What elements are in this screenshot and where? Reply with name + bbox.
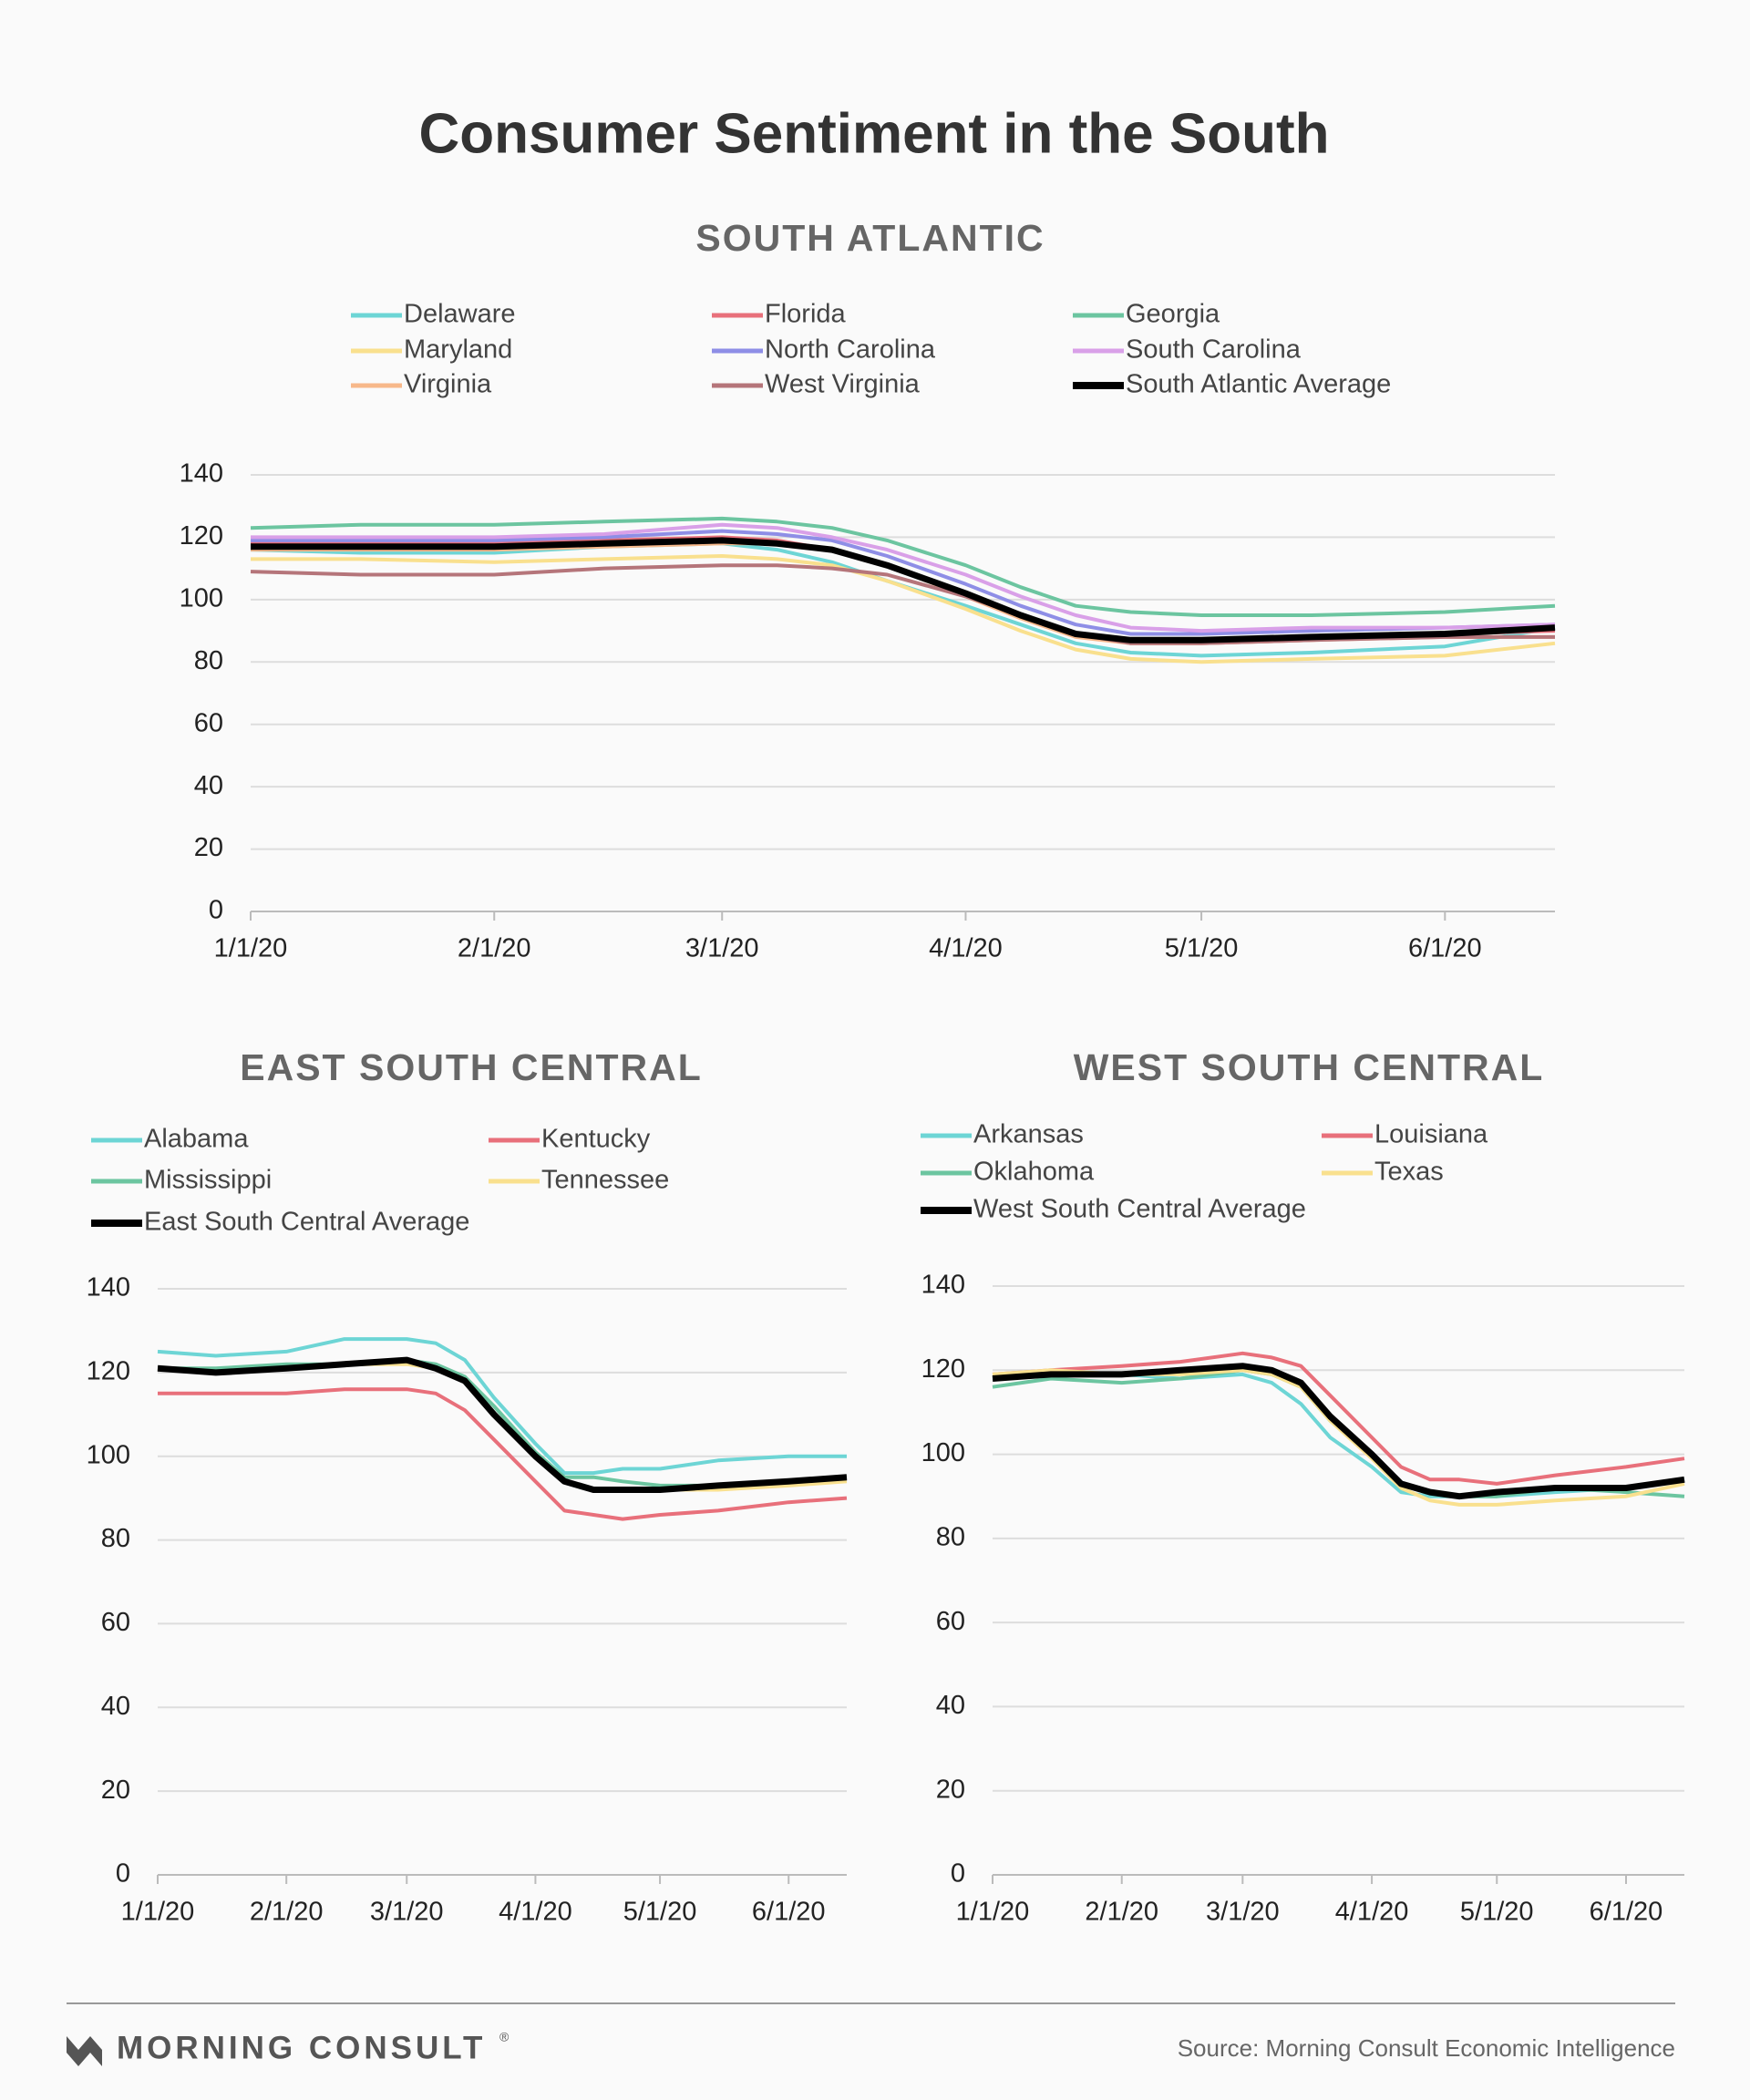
y-tick-label: 120 — [921, 1354, 965, 1384]
series-line — [250, 516, 1556, 617]
series-line — [251, 537, 1556, 643]
legend-label: Delaware — [404, 300, 516, 329]
brand-logo — [67, 2036, 102, 2066]
x-tick-label: 2/1/20 — [250, 1898, 324, 1927]
x-tick-label: 6/1/20 — [1590, 1898, 1663, 1927]
series-line — [251, 554, 1556, 664]
y-tick-label: 20 — [936, 1775, 965, 1804]
legend-label: Tennessee — [541, 1166, 669, 1195]
main-title: Consumer Sentiment in the South — [419, 102, 1330, 165]
legend-label: Louisiana — [1374, 1120, 1488, 1149]
x-tick-label: 3/1/20 — [370, 1898, 444, 1927]
x-tick-label: 3/1/20 — [685, 934, 759, 963]
legend-label: Mississippi — [144, 1166, 272, 1195]
y-tick-label: 140 — [87, 1273, 130, 1302]
legend-label: North Carolina — [765, 335, 936, 365]
y-tick-label: 20 — [194, 833, 223, 862]
y-tick-label: 100 — [180, 584, 223, 613]
legend-label: West South Central Average — [973, 1195, 1306, 1224]
series-line — [251, 522, 1556, 633]
y-tick-label: 100 — [921, 1438, 965, 1467]
y-tick-label: 140 — [921, 1271, 965, 1300]
legend-label: Arkansas — [973, 1120, 1084, 1149]
legend-label: Maryland — [404, 335, 512, 365]
x-tick-label: 5/1/20 — [1460, 1898, 1534, 1927]
y-tick-label: 80 — [936, 1523, 965, 1552]
x-tick-label: 1/1/20 — [956, 1898, 1030, 1927]
x-tick-label: 1/1/20 — [121, 1898, 195, 1927]
brand-name: MORNING CONSULT — [117, 2030, 486, 2065]
legend-label: East South Central Average — [144, 1208, 469, 1237]
x-tick-label: 3/1/20 — [1206, 1898, 1280, 1927]
y-tick-label: 60 — [101, 1608, 130, 1637]
series-line — [251, 529, 1556, 636]
x-tick-label: 6/1/20 — [752, 1898, 826, 1927]
legend-label: Texas — [1374, 1158, 1444, 1187]
x-tick-label: 5/1/20 — [1165, 934, 1239, 963]
legend-label: Oklahoma — [973, 1158, 1095, 1187]
legend-label: Alabama — [144, 1125, 249, 1154]
legend-label: Florida — [765, 300, 847, 329]
chart-title: WEST SOUTH CENTRAL — [1074, 1046, 1545, 1088]
y-tick-label: 80 — [194, 646, 223, 675]
x-tick-label: 6/1/20 — [1408, 934, 1482, 963]
y-tick-label: 20 — [101, 1776, 130, 1805]
y-tick-label: 120 — [87, 1357, 130, 1386]
series-line — [992, 1351, 1685, 1486]
x-tick-label: 2/1/20 — [458, 934, 531, 963]
x-tick-label: 4/1/20 — [1335, 1898, 1409, 1927]
y-tick-label: 0 — [116, 1859, 130, 1889]
x-tick-label: 1/1/20 — [214, 934, 288, 963]
legend-label: Georgia — [1126, 300, 1220, 329]
y-tick-label: 40 — [194, 771, 223, 800]
y-tick-label: 40 — [101, 1692, 130, 1721]
series-line — [992, 1372, 1685, 1498]
y-tick-label: 140 — [180, 459, 223, 489]
source: Source: Morning Consult Economic Intelli… — [1178, 2034, 1675, 2062]
y-tick-label: 100 — [87, 1440, 130, 1469]
x-tick-label: 4/1/20 — [499, 1898, 572, 1927]
chart-title: SOUTH ATLANTIC — [695, 217, 1045, 259]
y-tick-label: 80 — [101, 1524, 130, 1553]
legend-label: South Carolina — [1126, 335, 1302, 365]
legend-label: West Virginia — [765, 370, 921, 399]
y-tick-label: 0 — [951, 1859, 965, 1889]
series-line — [992, 1363, 1685, 1500]
series-line — [157, 1337, 847, 1476]
legend-label: Virginia — [404, 370, 492, 399]
x-tick-label: 2/1/20 — [1085, 1898, 1158, 1927]
legend-label: South Atlantic Average — [1126, 370, 1391, 399]
y-tick-label: 0 — [209, 896, 223, 925]
legend-label: Kentucky — [541, 1125, 651, 1154]
series-line — [158, 1387, 848, 1521]
series-line — [157, 1356, 848, 1493]
y-tick-label: 60 — [194, 708, 223, 737]
brand-mark: ® — [499, 2030, 510, 2044]
y-tick-label: 40 — [936, 1691, 965, 1720]
x-tick-label: 5/1/20 — [623, 1898, 697, 1927]
y-tick-label: 60 — [936, 1607, 965, 1636]
chart-title: EAST SOUTH CENTRAL — [240, 1046, 703, 1088]
y-tick-label: 120 — [180, 521, 223, 551]
x-tick-label: 4/1/20 — [929, 934, 1003, 963]
